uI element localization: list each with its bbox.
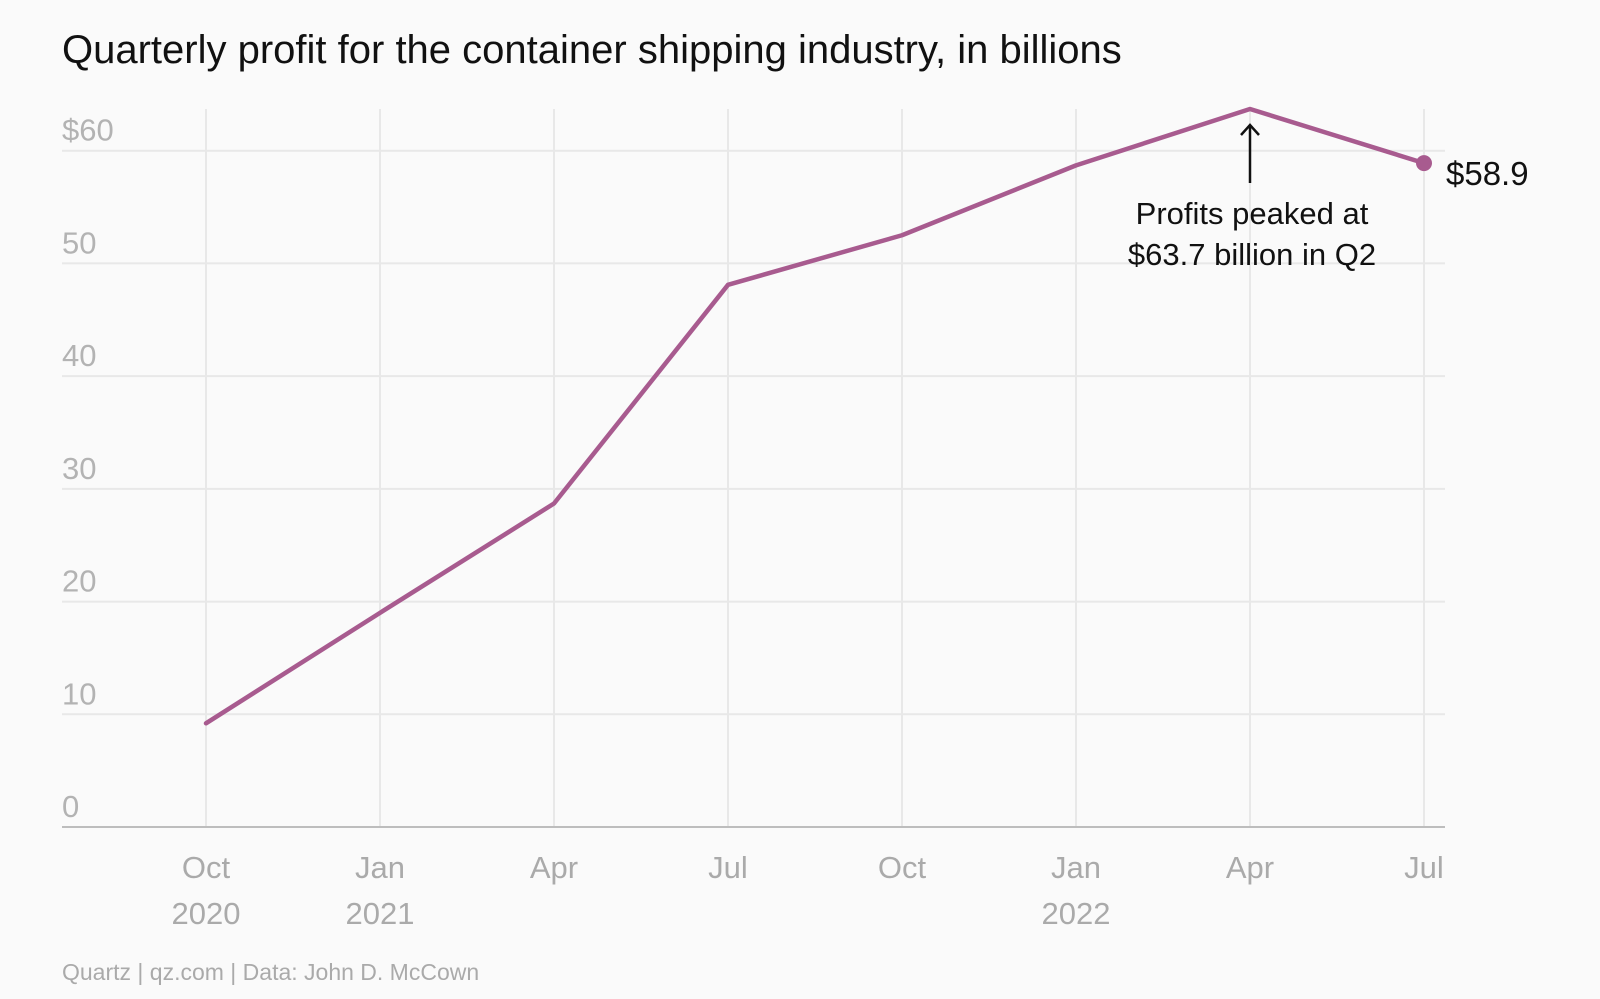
y-tick-label: 0 (62, 789, 79, 824)
x-gridlines (205, 109, 1425, 827)
x-tick-month-label: Jan (1051, 850, 1101, 885)
x-axis-tick-labels: Oct 2020 Jan 2021 Apr Jul Oct Jan 2022 Apr Jul (172, 850, 1444, 931)
x-tick-month-label: Jan (355, 850, 405, 885)
y-tick-label: 30 (62, 451, 96, 486)
x-tick-year-label: 2022 (1042, 896, 1111, 931)
peak-annotation-line-1: Profits peaked at (1136, 196, 1369, 231)
x-tick-month-label: Apr (530, 850, 578, 885)
y-gridlines (62, 149, 1445, 716)
x-tick-month-label: Oct (878, 850, 927, 885)
source-credit: Quartz | qz.com | Data: John D. McCown (62, 959, 479, 985)
peak-annotation-line-2: $63.7 billion in Q2 (1128, 237, 1376, 272)
y-tick-label: 10 (62, 676, 96, 711)
peak-annotation-arrowhead (1240, 123, 1260, 136)
end-value-label: $58.9 (1446, 155, 1529, 192)
series-line (203, 106, 1427, 726)
y-tick-label: 20 (62, 564, 96, 599)
x-tick-year-label: 2021 (346, 896, 415, 931)
y-tick-label: $60 (62, 113, 114, 148)
x-tick-month-label: Jul (708, 850, 748, 885)
y-axis-tick-labels: 0 10 20 30 40 50 $60 (62, 113, 114, 824)
y-tick-label: 50 (62, 225, 96, 260)
x-tick-year-label: 2020 (172, 896, 241, 931)
x-tick-month-label: Oct (182, 850, 231, 885)
end-point-marker (1416, 155, 1432, 172)
chart-title: Quarterly profit for the container shipp… (62, 28, 1122, 72)
x-tick-month-label: Jul (1404, 850, 1444, 885)
x-tick-month-label: Apr (1226, 850, 1274, 885)
y-tick-label: 40 (62, 338, 96, 373)
